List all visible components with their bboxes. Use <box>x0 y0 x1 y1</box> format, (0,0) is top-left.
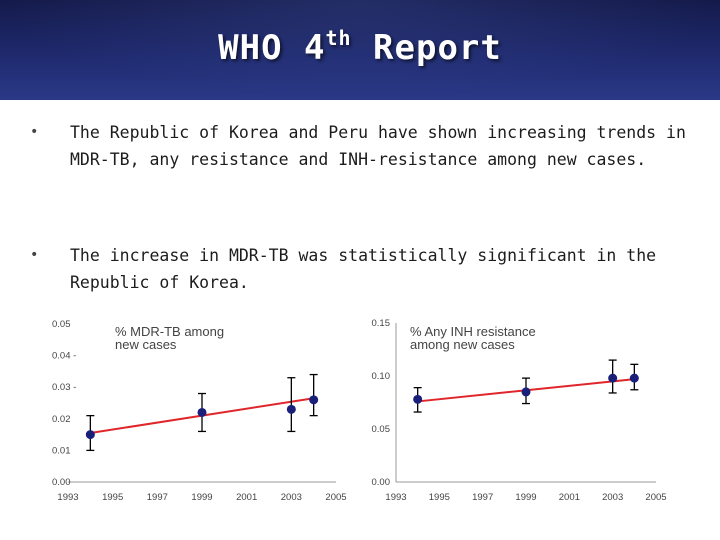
data-point <box>286 404 296 414</box>
y-tick-label: 0.10 <box>372 371 391 382</box>
x-tick-label: 2005 <box>645 492 666 503</box>
inh-resistance-chart: 1993 1995 1997 1999 2001 2003 2005 0.00 0.05 0.10… <box>372 318 667 503</box>
y-tick-label: 0.01 <box>52 445 71 456</box>
y-tick-label: 0.04 - <box>52 351 76 362</box>
x-tick-label: 1995 <box>429 492 450 503</box>
x-tick-label: 1997 <box>472 492 493 503</box>
bullet-text-2: The increase in MDR-TB was statistically… <box>70 246 657 292</box>
x-tick-label: 1999 <box>515 492 536 503</box>
x-tick-label: 1999 <box>191 492 212 503</box>
data-point <box>197 407 207 417</box>
data-point <box>608 373 618 383</box>
chart-title-line: % Any INH resistance <box>410 324 536 339</box>
x-tick-label: 2003 <box>281 492 302 503</box>
y-tick-label: 0.02 <box>52 414 71 425</box>
y-tick-label: 0.03 - <box>52 382 76 393</box>
x-tick-label: 1997 <box>147 492 168 503</box>
bullet-text-1: The Republic of Korea and Peru have show… <box>70 123 686 169</box>
data-point <box>521 387 531 397</box>
chart-title-line: among new cases <box>410 337 515 352</box>
x-tick-label: 1995 <box>102 492 123 503</box>
bullet-dot-icon: • <box>30 247 39 263</box>
slide-title-rest: Report <box>351 28 502 68</box>
title-bar-shade <box>0 0 720 100</box>
mdr-tb-chart: 1993 1995 1997 1999 2001 2003 2005 0.00 0.01 0.02… <box>52 319 347 503</box>
y-tick-label: 0.05 <box>372 424 391 435</box>
y-tick-label: 0.00 <box>372 477 391 488</box>
data-point <box>85 430 95 440</box>
bullet-dot-icon: • <box>30 124 39 140</box>
x-tick-label: 2003 <box>602 492 623 503</box>
x-tick-label: 1993 <box>385 492 406 503</box>
y-tick-label: 0.05 <box>52 319 71 330</box>
data-point <box>413 394 423 404</box>
data-point <box>309 395 319 405</box>
chart-title-line: % MDR-TB among <box>115 324 224 339</box>
slide-title: WHO 4th Report <box>0 26 720 68</box>
slide-title-superscript: th <box>325 26 352 50</box>
chart-title-line: new cases <box>115 337 177 352</box>
title-bar: WHO 4th Report <box>0 0 720 100</box>
y-tick-label: 0.15 <box>372 318 391 329</box>
x-tick-label: 2005 <box>325 492 346 503</box>
slide-title-main: WHO 4 <box>218 28 326 68</box>
x-tick-label: 2001 <box>236 492 257 503</box>
data-point <box>629 373 639 383</box>
x-tick-label: 2001 <box>559 492 580 503</box>
x-tick-label: 1993 <box>57 492 78 503</box>
y-tick-label: 0.00 <box>52 477 71 488</box>
